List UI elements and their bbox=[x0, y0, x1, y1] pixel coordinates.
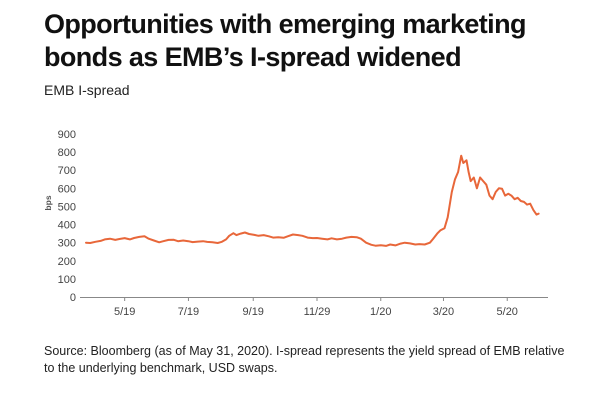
x-tick-label: 11/29 bbox=[304, 306, 331, 318]
y-tick-label: 100 bbox=[58, 274, 76, 286]
y-tick-label: 500 bbox=[58, 201, 76, 213]
x-tick-label: 5/20 bbox=[497, 306, 518, 318]
x-tick-label: 3/20 bbox=[433, 306, 454, 318]
y-tick-label: 800 bbox=[58, 147, 76, 159]
y-tick-label: 400 bbox=[58, 220, 76, 232]
y-axis-ticks: 0 100 200 300 400 500 600 700 800 900 bbox=[58, 129, 76, 304]
y-tick-label: 0 bbox=[70, 292, 76, 304]
y-tick-label: 200 bbox=[58, 256, 76, 268]
y-axis-label: bps bbox=[43, 195, 53, 210]
y-tick-label: 600 bbox=[58, 183, 76, 195]
chart-subtitle: EMB I-spread bbox=[44, 82, 130, 98]
chart-title: Opportunities with emerging marketing bo… bbox=[44, 9, 526, 72]
series-line bbox=[85, 154, 540, 247]
x-tick-label: 9/19 bbox=[243, 306, 264, 318]
x-tick-label: 5/19 bbox=[114, 306, 135, 318]
source-note: Source: Bloomberg (as of May 31, 2020). … bbox=[44, 344, 565, 375]
y-tick-label: 900 bbox=[58, 129, 76, 141]
y-tick-label: 300 bbox=[58, 238, 76, 250]
x-tick-label: 1/20 bbox=[370, 306, 391, 318]
y-tick-label: 700 bbox=[58, 165, 76, 177]
x-axis-ticks: 5/19 7/19 9/19 11/29 1/20 3/20 5/20 bbox=[114, 297, 518, 318]
x-tick-label: 7/19 bbox=[178, 306, 199, 318]
